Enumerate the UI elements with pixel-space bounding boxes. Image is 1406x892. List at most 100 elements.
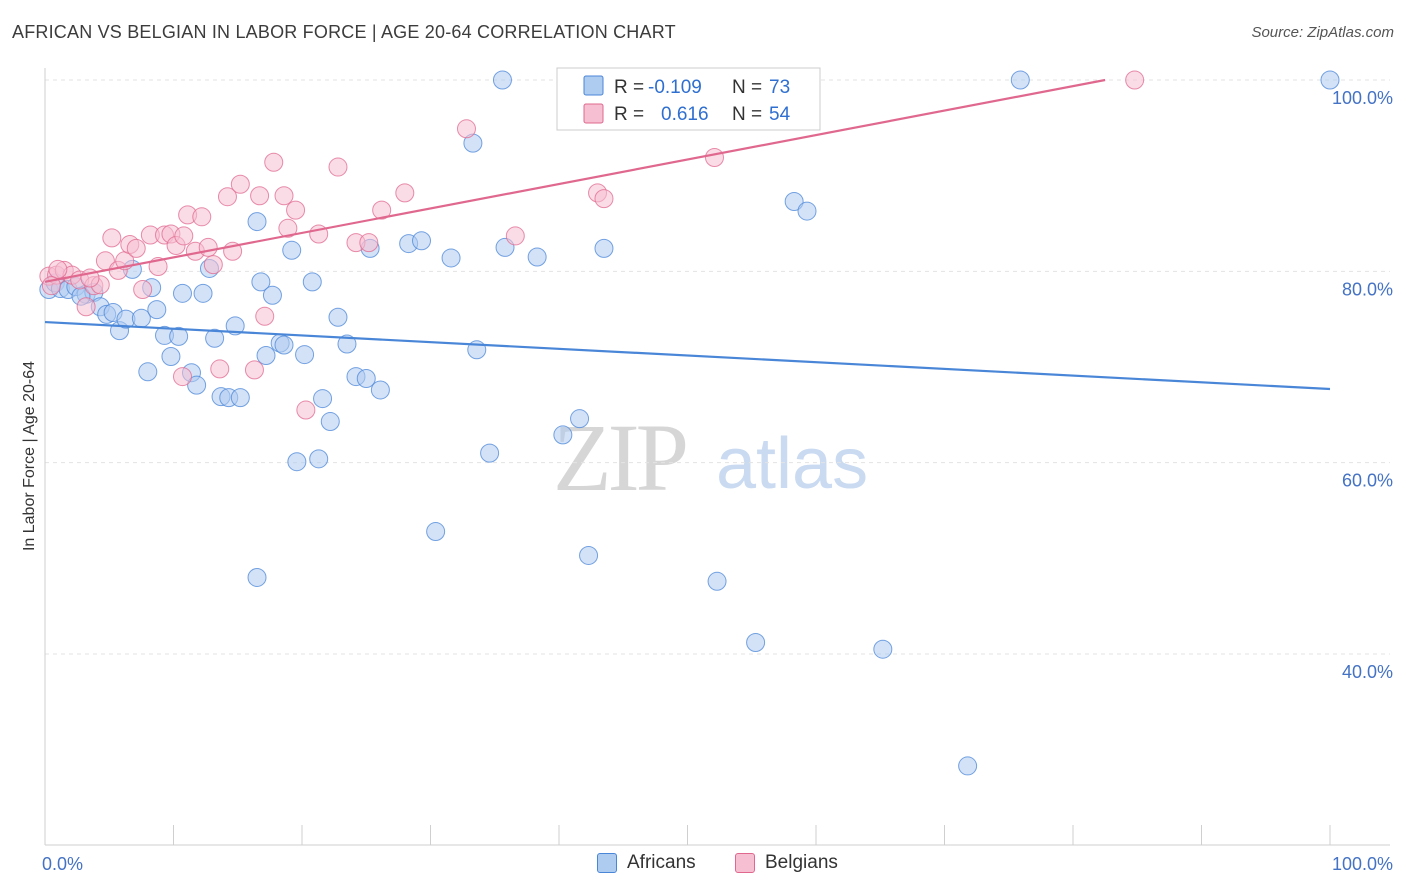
- belgians-point: [456, 119, 476, 139]
- stats-legend-r-label-africans: R =: [614, 77, 644, 98]
- legend-swatch-africans: [597, 853, 617, 873]
- africans-point: [247, 567, 267, 587]
- africans-point: [958, 756, 978, 776]
- chart-title: AFRICAN VS BELGIAN IN LABOR FORCE | AGE …: [12, 22, 676, 42]
- africans-point: [370, 380, 390, 400]
- africans-point: [282, 240, 302, 260]
- africans-point: [138, 362, 158, 382]
- africans-point: [570, 409, 590, 429]
- africans-point: [527, 247, 547, 267]
- belgians-point: [372, 200, 392, 220]
- x-tick-label: 100.0%: [1332, 854, 1393, 874]
- africans-point: [337, 334, 357, 354]
- belgians-point: [264, 152, 284, 172]
- africans-point: [784, 191, 804, 211]
- y-tick-label: 40.0%: [1342, 662, 1393, 682]
- belgians-point: [274, 186, 294, 206]
- belgians-point: [133, 280, 153, 300]
- stats-legend-r-label-belgians: R =: [614, 104, 644, 125]
- africans-point: [193, 283, 213, 303]
- africans-point: [356, 368, 376, 388]
- africans-point: [287, 452, 307, 472]
- belgians-point: [210, 359, 230, 379]
- africans-point: [172, 283, 192, 303]
- trend-lines: [44, 78, 1331, 391]
- belgians-point: [395, 183, 415, 203]
- africans-point: [412, 231, 432, 251]
- stats-legend-n-value-africans: 73: [769, 77, 790, 98]
- belgians-point: [172, 367, 192, 387]
- africans-point: [579, 545, 599, 565]
- y-tick-label: 100.0%: [1332, 88, 1393, 108]
- africans-point: [302, 272, 322, 292]
- africans-points: [39, 70, 1340, 776]
- belgians-point: [174, 226, 194, 246]
- africans-trend-line: [44, 320, 1331, 391]
- africans-point: [187, 375, 207, 395]
- belgians-point: [594, 189, 614, 209]
- belgians-point: [286, 200, 306, 220]
- y-tick-label: 60.0%: [1342, 471, 1393, 491]
- africans-point: [1010, 70, 1030, 90]
- africans-point: [441, 248, 461, 268]
- series-legend: Africans Belgians: [0, 852, 1406, 880]
- africans-point: [256, 346, 276, 366]
- africans-point: [247, 212, 267, 232]
- africans-point: [225, 316, 245, 336]
- africans-point: [251, 272, 271, 292]
- africans-point: [309, 449, 329, 469]
- watermark: ZIP atlas: [553, 404, 868, 511]
- x-tick-label: 0.0%: [42, 854, 83, 874]
- africans-point: [274, 335, 294, 355]
- africans-point: [492, 70, 512, 90]
- africans-point: [147, 300, 167, 320]
- africans-point: [230, 388, 250, 408]
- africans-point: [161, 346, 181, 366]
- watermark-atlas: atlas: [716, 424, 868, 504]
- africans-point: [553, 425, 573, 445]
- source-credit[interactable]: Source: ZipAtlas.com: [1251, 24, 1394, 41]
- africans-point: [320, 412, 340, 432]
- belgians-point: [126, 238, 146, 258]
- tick-labels: 100.0% 80.0% 60.0% 40.0% 0.0% 100.0%: [42, 88, 1393, 874]
- belgians-point: [704, 147, 724, 167]
- belgians-point: [359, 233, 379, 253]
- stats-legend-n-label-belgians: N =: [732, 104, 762, 125]
- belgians-point: [255, 306, 275, 326]
- stats-legend-r-value-africans: -0.109: [648, 77, 702, 98]
- legend-label-belgians: Belgians: [765, 852, 838, 873]
- belgians-point: [48, 259, 68, 279]
- legend-item-belgians[interactable]: Belgians: [735, 852, 838, 874]
- stats-legend: R = -0.109 N = 73 R = 0.616 N = 54: [556, 67, 821, 131]
- belgians-point: [278, 218, 298, 238]
- africans-point: [328, 307, 348, 327]
- africans-point: [1320, 70, 1340, 90]
- africans-point: [746, 633, 766, 653]
- africans-point: [797, 201, 817, 221]
- stats-legend-swatch-belgians: [583, 103, 604, 124]
- belgians-point: [198, 237, 218, 257]
- belgians-point: [203, 255, 223, 275]
- legend-label-africans: Africans: [627, 852, 696, 873]
- legend-item-africans[interactable]: Africans: [597, 852, 696, 874]
- africans-point: [262, 285, 282, 305]
- belgians-point: [328, 157, 348, 177]
- axes: [44, 68, 1390, 846]
- africans-point: [480, 443, 500, 463]
- belgians-point: [76, 297, 96, 317]
- belgians-point: [230, 174, 250, 194]
- africans-point: [313, 389, 333, 409]
- africans-point: [426, 522, 446, 542]
- africans-point: [169, 326, 189, 346]
- africans-point: [295, 345, 315, 365]
- africans-point: [594, 238, 614, 258]
- belgians-point: [192, 207, 212, 227]
- belgians-point: [250, 186, 270, 206]
- stats-legend-swatch-africans: [583, 75, 604, 96]
- belgians-point: [102, 228, 122, 248]
- africans-point: [205, 328, 225, 348]
- africans-point: [707, 571, 727, 591]
- belgians-trend-line: [44, 78, 1106, 283]
- stats-legend-r-value-belgians: 0.616: [661, 104, 709, 125]
